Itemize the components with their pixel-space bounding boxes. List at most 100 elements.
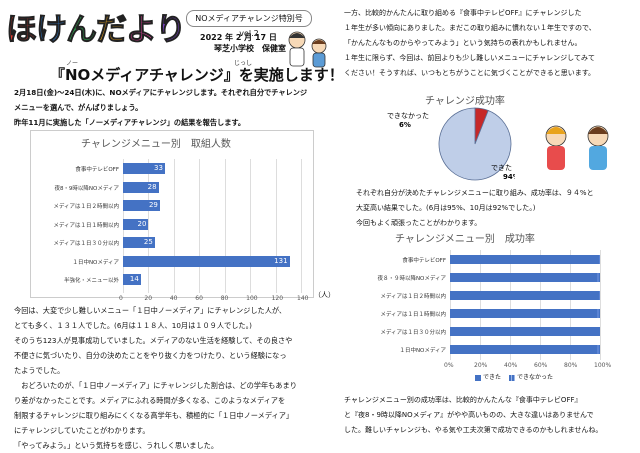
left-body: 今回は、大変で少し難しいメニュー「１日中ノーメディア」にチャレンジした人が、 とて… (14, 303, 334, 453)
bar: 25 (123, 237, 155, 248)
masthead-chars: ほけんだより (6, 12, 187, 49)
category-label: 半強化・メニュー以外 (63, 278, 119, 284)
bar-failure (595, 291, 600, 300)
chart3-title: チャレンジメニュー別 成功率 (395, 234, 535, 245)
masthead-title: ほけんだより (6, 4, 187, 49)
x-tick-label: 140 (297, 294, 309, 302)
intro-line-2: メニューを選んで、がんばりましょう。 (14, 103, 143, 112)
bar-failure (594, 309, 600, 318)
text-line: たようでした。 (14, 366, 65, 375)
text-line: １年生が多い傾向にありました。まだこの取り組みに慣れない１年生ですので、 (344, 24, 596, 32)
bar: 14 (123, 274, 141, 285)
bar-failure (595, 255, 600, 264)
category-label: メディアは１日１時間以内 (380, 312, 446, 318)
category-label: メディアは１日２時間以内 (53, 204, 119, 210)
right-mid-body: それぞれ自分が決めたチャレンジメニューに取り組み、成功率は、９４%と 大変高い結果… (356, 186, 636, 231)
text-line: と『夜8・9時以降NOメディア』がやや高いものの、大きな違いはありませんで (344, 411, 594, 419)
text-line: チャレンジメニュー別の成功率は、比較的かんたんな『食事中テレビOFF』 (344, 396, 582, 404)
gridline (480, 250, 481, 360)
x-tick-label: 60% (534, 362, 548, 369)
bar-success (450, 309, 594, 318)
bar-success (450, 291, 596, 300)
text-line: 今回は、大変で少し難しいメニュー「１日中ノーメディア」にチャレンジした人が、 (14, 306, 287, 315)
legend-swatch (509, 374, 516, 381)
headline: 『NOメディアチャレンジ』を実施します！ (50, 66, 344, 84)
text-line: １年生に限らず、今回は、前回よりも少し難しいメニューにチャレンジしてみて (344, 54, 595, 62)
text-line: した。難しいチャレンジも、やる気や工夫次第で成功できるのかもしれませんね。 (344, 426, 603, 434)
bar: 33 (123, 163, 165, 174)
x-tick-label: 100 (246, 294, 258, 302)
masthead-char: り (155, 12, 187, 49)
headline-ruby-jisshi: じっし (234, 60, 253, 67)
bar: 28 (123, 181, 159, 193)
gridline (148, 159, 150, 293)
right-bottom-body: チャレンジメニュー別の成功率は、比較的かんたんな『食事中テレビOFF』と『夜8・… (344, 393, 636, 438)
x-tick-label: 40% (504, 362, 518, 369)
bar-success (450, 255, 596, 264)
category-label: メディアは１日３０分以内 (53, 241, 119, 247)
bar-failure (594, 273, 600, 282)
text-line: 「やってみよう。」という気持ちを感じ、うれしく思いました。 (14, 441, 219, 450)
gridline (570, 250, 571, 360)
x-tick-label: 100% (594, 362, 612, 369)
x-tick-label: 120 (271, 294, 284, 302)
text-line: おどろいたのが、「１日中ノーメディア」にチャレンジした割合は、どの学年もあまり (14, 381, 297, 390)
headline-ruby-no: ノー (66, 60, 79, 67)
masthead-char: だ (96, 12, 128, 49)
category-label: １日中NOメディア (72, 259, 119, 266)
legend-swatch (475, 374, 481, 381)
issue-date: 2022 年 2 月 17 日 (200, 33, 277, 42)
text-line: ください！そうすれば、いつもとちがうことに気づくことができると思います。 (344, 69, 596, 77)
legend-label: できた (483, 374, 502, 381)
x-tick-label: 20% (474, 362, 488, 369)
legend-label: できなかった (517, 374, 554, 381)
right-top-body: 一方、比較的かんたんに取り組める『食事中テレビOFF』にチャレンジした １年生が多… (344, 6, 636, 81)
masthead-char: ん (66, 12, 98, 49)
text-line: そのうち123人が見事成功していました。メディアのない生活を経験して、その良さや (14, 336, 293, 345)
gridline (199, 159, 201, 293)
kids-illustration (545, 125, 609, 170)
bar-failure (594, 345, 600, 354)
gridline (510, 250, 511, 360)
text-line: 今回もよく頑張ったことがわかります。 (356, 219, 482, 227)
intro-line-1: 2月18日(金)～24日(木)に、NOメディアにチャレンジします。それぞれ自分で… (14, 88, 308, 97)
text-line: 不便さに気づいたり、自分の決めたことをやり抜く力をつけたり、という経験になっ (14, 351, 287, 360)
chart1-title: チャレンジメニュー別 取組人数 (81, 139, 231, 150)
bar: 20 (123, 218, 149, 230)
text-line: とても多く、１３１人でした。(6月は１１８人、10月は１０９人でした。) (14, 321, 252, 330)
x-tick-label: 0% (444, 362, 454, 369)
x-tick-label: 60 (195, 294, 203, 302)
masthead-char: け (36, 12, 68, 49)
pie-slice (438, 107, 512, 181)
gridline (173, 159, 175, 293)
chart1-unit: （人） (314, 291, 335, 299)
masthead-char: ほ (6, 12, 38, 49)
text-line: 「かんたんなものからやってみよう」という気持ちの表れかもしれません。 (344, 39, 582, 47)
pie-label: できた (491, 164, 512, 172)
bar-success (450, 327, 597, 336)
gridline (450, 250, 451, 360)
chart3-legend: できた できなかった (475, 372, 561, 381)
bar-success (450, 273, 594, 282)
bar: 29 (123, 200, 160, 211)
category-label: １日中NOメディア (399, 348, 446, 354)
nurse-child-illustration (288, 31, 327, 68)
category-label: 食事中テレビOFF (75, 167, 119, 173)
gridline (275, 159, 277, 293)
text-line: 制限するチャレンジに取り組みにくくなる高学年も、積極的に「１日中ノーメディア」 (14, 411, 294, 420)
gridline (301, 159, 302, 293)
pie-label: できなかった (387, 112, 429, 120)
category-label: メディアは１日１時間以内 (53, 222, 119, 229)
gridline (540, 250, 541, 360)
school-name: 琴芝小学校 保健室 (214, 44, 286, 53)
text-line: にチャレンジしていたことがわかります。 (14, 426, 150, 435)
category-label: メディアは１日２時間以内 (380, 294, 446, 300)
pie-label: 6% (399, 121, 411, 129)
gridline (250, 159, 252, 293)
masthead-char: よ (125, 12, 156, 49)
pie-label: 94% (503, 173, 515, 181)
chart-menu-success-rate: チャレンジメニュー別 成功率 0% 20% 40% 60% 80% 100% 食事中テレビO… (355, 230, 615, 390)
pie-title: チャレンジ成功率 (425, 96, 505, 107)
